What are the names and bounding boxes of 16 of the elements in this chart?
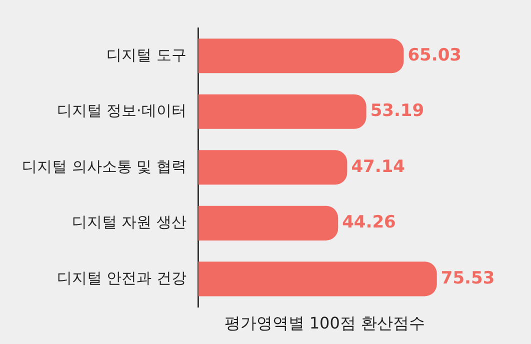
data-label: 44.26 bbox=[342, 212, 396, 233]
bar bbox=[198, 38, 404, 74]
data-label: 65.03 bbox=[408, 45, 462, 66]
y-tick-label: 디지털 안전과 건강 bbox=[56, 268, 186, 287]
data-label: 75.53 bbox=[440, 268, 495, 288]
bar bbox=[198, 94, 366, 129]
y-tick-label: 디지털 자원 생산 bbox=[72, 213, 186, 232]
y-tick-label: 디지털 정보·데이터 bbox=[56, 102, 186, 120]
y-tick-label: 디지털 의사소통 및 협력 bbox=[22, 157, 186, 176]
y-tick-label: 디지털 도구 bbox=[106, 46, 186, 64]
x-axis-title: 평가영역별 100점 환산점수 bbox=[224, 314, 426, 333]
bar bbox=[198, 262, 437, 296]
bar bbox=[198, 150, 348, 185]
data-label: 47.14 bbox=[351, 156, 406, 177]
data-label: 53.19 bbox=[370, 101, 424, 122]
bar bbox=[198, 206, 338, 240]
